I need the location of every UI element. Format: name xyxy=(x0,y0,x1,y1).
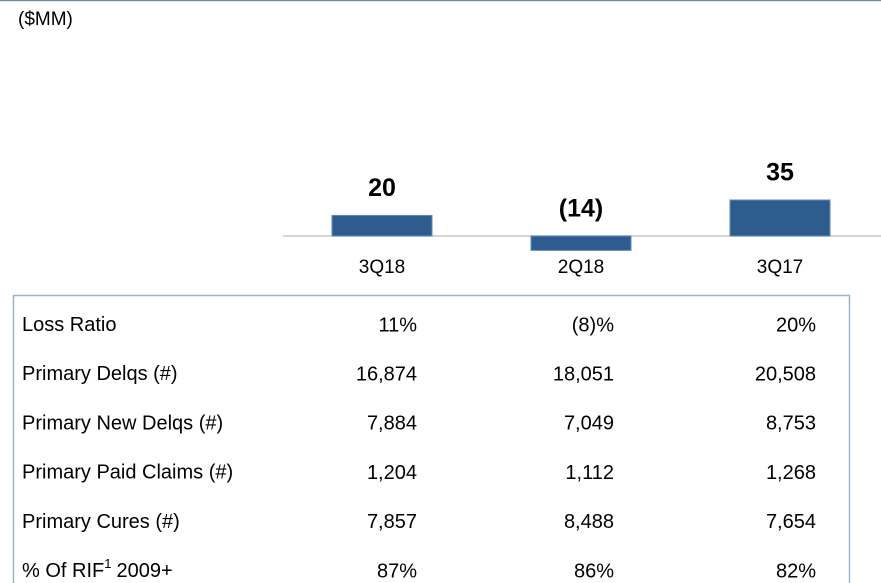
table-cell: 87% xyxy=(377,560,417,582)
table-cell: 86% xyxy=(574,560,614,582)
x-tick-label: 3Q18 xyxy=(359,257,405,278)
row-label: Primary New Delqs (#) xyxy=(22,413,223,435)
bar xyxy=(530,235,632,251)
table-cell: 7,654 xyxy=(766,511,816,533)
table-cell: 8,488 xyxy=(564,511,614,533)
value-label: 35 xyxy=(766,159,794,187)
x-tick-label: 3Q17 xyxy=(757,257,803,278)
table-frame xyxy=(12,294,851,583)
table-cell: 11% xyxy=(378,314,417,336)
table-cell: 16,874 xyxy=(356,363,417,385)
table-cell: 7,884 xyxy=(367,413,417,435)
x-tick-label: 2Q18 xyxy=(558,257,604,278)
row-label-text: % Of RIF xyxy=(22,560,104,582)
row-label: Primary Cures (#) xyxy=(22,511,180,533)
row-label-text: Primary Paid Claims (#) xyxy=(22,462,233,484)
bar xyxy=(729,199,831,237)
bar xyxy=(331,214,433,237)
value-label: 20 xyxy=(368,174,396,202)
row-label-text: Primary Delqs (#) xyxy=(22,363,178,385)
table-cell: 20% xyxy=(776,314,816,336)
value-label: (14) xyxy=(559,195,603,223)
table-cell: 8,753 xyxy=(766,413,816,435)
table-cell: 7,857 xyxy=(367,511,417,533)
row-label: Primary Delqs (#) xyxy=(22,363,178,385)
table-cell: 1,112 xyxy=(565,462,614,484)
row-label-sup: 1 xyxy=(104,556,111,571)
table-cell: 20,508 xyxy=(755,363,816,385)
chart-subtitle: ($MM) xyxy=(18,9,73,30)
table-cell: 82% xyxy=(776,560,816,582)
table-cell: 7,049 xyxy=(564,413,614,435)
table-cell: 18,051 xyxy=(553,363,614,385)
row-label: Loss Ratio xyxy=(22,314,117,336)
row-label: Primary Paid Claims (#) xyxy=(22,462,233,484)
row-label-text: Primary New Delqs (#) xyxy=(22,413,223,435)
row-label: % Of RIF1 2009+ xyxy=(22,556,173,582)
table-cell: (8)% xyxy=(572,314,614,336)
row-label-text: Primary Cures (#) xyxy=(22,511,180,533)
table-cell: 1,204 xyxy=(367,462,417,484)
row-label-text: Loss Ratio xyxy=(22,314,117,336)
row-label-suffix: 2009+ xyxy=(116,560,172,582)
table-cell: 1,268 xyxy=(766,462,816,484)
